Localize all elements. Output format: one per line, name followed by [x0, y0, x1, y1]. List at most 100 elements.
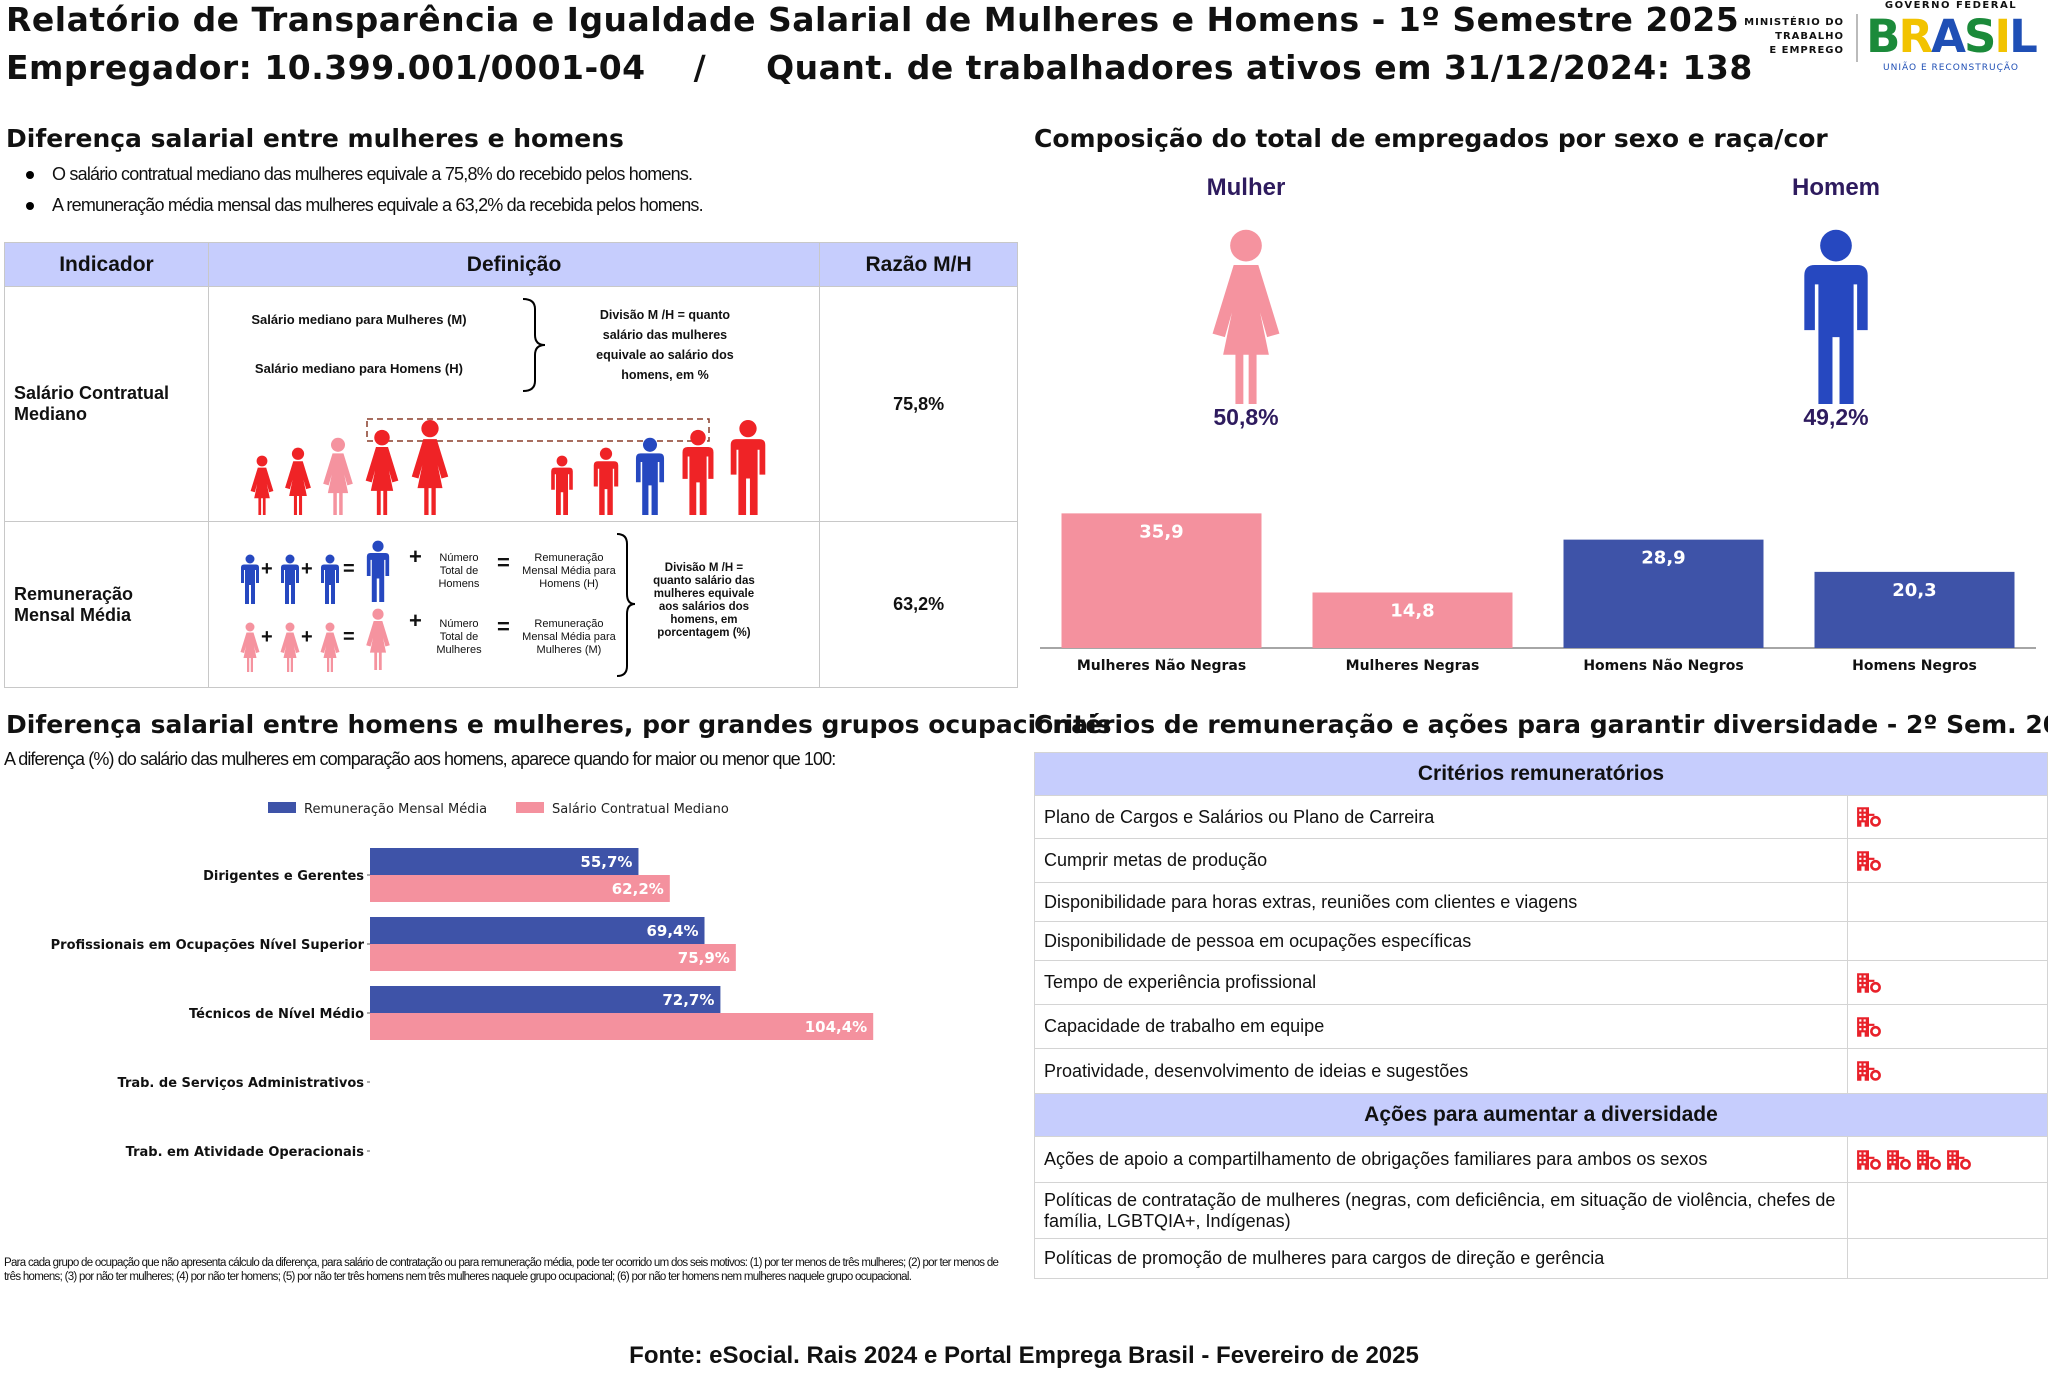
category-label: Homens Negros [1852, 658, 1977, 674]
employer-line: Empregador: 10.399.001/0001-04 / Quant. … [6, 48, 1753, 87]
bar-value-label: 35,9 [1139, 521, 1183, 542]
occupational-subtitle: A diferença (%) do salário das mulheres … [4, 749, 836, 769]
bar-salario [370, 875, 670, 902]
bar-value-label: 75,9% [678, 949, 730, 967]
category-label: Dirigentes e Gerentes [203, 869, 364, 884]
criteria-table: Critérios remuneratórios Plano de Cargos … [1034, 752, 2048, 1279]
brace-icon [616, 533, 636, 677]
bar-value-label: 28,9 [1641, 548, 1685, 569]
action-row: Ações de apoio a compartilhamento de obr… [1034, 1136, 2048, 1183]
ministry-line-3: E EMPREGO [1769, 45, 1844, 56]
criteria-row: Disponibilidade para horas extras, reuni… [1034, 882, 2048, 922]
th-definicao: Definição [207, 242, 821, 287]
bar-2 [1312, 592, 1513, 648]
category-label: Trab. em Atividade Operacionais [126, 1145, 365, 1160]
people-average-illustration [240, 540, 390, 672]
bar-1 [1061, 513, 1262, 648]
category-label: Trab. de Serviços Administrativos [118, 1076, 365, 1091]
men-label: Homem [1791, 174, 1881, 201]
rem-media-men: Remuneração Mensal Média para Homens (H) [522, 552, 616, 590]
gov-brasil-logo: GOVERNO FEDERAL BRASIL UNIÃO E RECONSTRU… [1866, 0, 2038, 78]
plus-sign: + [260, 626, 273, 648]
criteria-icons [1847, 1238, 2048, 1279]
criteria-header: Critérios remuneratórios [1034, 752, 2048, 796]
th-razao: Razão M/H [819, 242, 1018, 287]
building-icon [1857, 807, 1881, 827]
building-icon [1857, 972, 1881, 993]
bar-value-label: 62,2% [612, 880, 664, 898]
category-label: Homens Não Negros [1583, 658, 1743, 674]
equals-sign: = [342, 558, 355, 580]
legend-label: Salário Contratual Mediano [552, 802, 729, 817]
bullet-item: A remuneração média mensal das mulheres … [4, 190, 1004, 221]
criteria-row: Capacidade de trabalho em equipe [1034, 1004, 2048, 1049]
definition-salario-mediano: Salário mediano para Mulheres (M) Salári… [207, 286, 821, 522]
criteria-row: Cumprir metas de produção [1034, 838, 2048, 883]
division-text: Divisão M /H = quanto salário das mulher… [596, 308, 734, 382]
building-icon [1857, 1016, 1881, 1037]
source-footer: Fonte: eSocial. Rais 2024 e Portal Empre… [629, 1342, 1419, 1369]
occupational-title: Diferença salarial entre homens e mulher… [6, 710, 1112, 739]
plus-sign: + [300, 626, 313, 648]
building-icon [1857, 1149, 1881, 1170]
logo-divider [1856, 14, 1858, 62]
bar-value-label: 14,8 [1390, 601, 1434, 622]
legend-swatch [268, 802, 296, 813]
actions-header: Ações para aumentar a diversidade [1034, 1093, 2048, 1137]
women-pct: 50,8% [1213, 404, 1279, 430]
criteria-icons [1847, 1048, 2048, 1094]
criteria-icons [1847, 838, 2048, 883]
bar-remuneracao [370, 848, 639, 875]
bar-value-label: 72,7% [662, 991, 714, 1009]
label-women-median: Salário mediano para Mulheres (M) [251, 312, 467, 327]
bar-salario [370, 1013, 874, 1040]
composition-title: Composição do total de empregados por se… [1034, 124, 1828, 153]
building-icon [1887, 1149, 1911, 1170]
label-men-median: Salário mediano para Homens (H) [254, 361, 463, 376]
criteria-icons [1847, 921, 2048, 961]
action-row: Políticas de promoção de mulheres para c… [1034, 1238, 2048, 1279]
criteria-row: Disponibilidade de pessoa em ocupações e… [1034, 921, 2048, 961]
ratio-remuneracao-media: 63,2% [819, 521, 1018, 688]
brace-icon [522, 298, 546, 392]
bar-salario [370, 944, 736, 971]
bar-remuneracao [370, 917, 705, 944]
criteria-label: Tempo de experiência profissional [1034, 960, 1848, 1005]
building-icon [1857, 850, 1881, 871]
report-title: Relatório de Transparência e Igualdade S… [6, 0, 1740, 39]
building-icon [1857, 1061, 1881, 1081]
criteria-label: Cumprir metas de produção [1034, 838, 1848, 883]
ministry-line-2: TRABALHO [1775, 31, 1844, 42]
ministry-logo: MINISTÉRIO DO TRABALHO E EMPREGO [1722, 16, 1844, 58]
plus-sign: + [408, 544, 422, 569]
category-label: Profissionais em Ocupações Nível Superio… [51, 938, 365, 953]
category-label: Técnicos de Nível Médio [189, 1007, 364, 1022]
criteria-label: Disponibilidade para horas extras, reuni… [1034, 882, 1848, 922]
man-icon [1804, 229, 1868, 404]
category-label: Mulheres Negras [1346, 658, 1480, 674]
th-indicador: Indicador [4, 242, 209, 287]
criteria-icons [1847, 960, 2048, 1005]
bar-remuneracao [370, 986, 721, 1013]
indicator-table: Indicador Definição Razão M/H Salário Co… [4, 242, 1018, 688]
occupational-bar-chart: Remuneração Mensal Média Salário Contratu… [51, 802, 874, 1160]
criteria-label: Ações de apoio a compartilhamento de obr… [1034, 1136, 1848, 1183]
bar-value-label: 20,3 [1892, 580, 1936, 601]
indicator-remuneracao-media: Remuneração Mensal Média [4, 521, 209, 688]
criteria-title: Critérios de remuneração e ações para ga… [1034, 710, 2048, 739]
action-row: Políticas de contratação de mulheres (ne… [1034, 1182, 2048, 1239]
gov-bottom-text: UNIÃO E RECONSTRUÇÃO [1883, 63, 2019, 73]
plus-sign: + [260, 558, 273, 580]
gov-brand-text: BRASIL [1866, 10, 2038, 63]
ministry-line-1: MINISTÉRIO DO [1744, 17, 1844, 28]
bar-value-label: 55,7% [580, 853, 632, 871]
equals-sign: = [342, 626, 355, 648]
legend-label: Remuneração Mensal Média [304, 802, 487, 817]
indicator-salario-mediano: Salário Contratual Mediano [4, 286, 209, 522]
occupational-footnote: Para cada grupo de ocupação que não apre… [4, 1257, 999, 1283]
num-total-women: Número Total de Mulheres [436, 618, 482, 656]
men-pct: 49,2% [1803, 404, 1869, 430]
equals-sign: = [496, 614, 510, 639]
criteria-icons [1847, 795, 2048, 839]
bar-4 [1814, 571, 2015, 648]
